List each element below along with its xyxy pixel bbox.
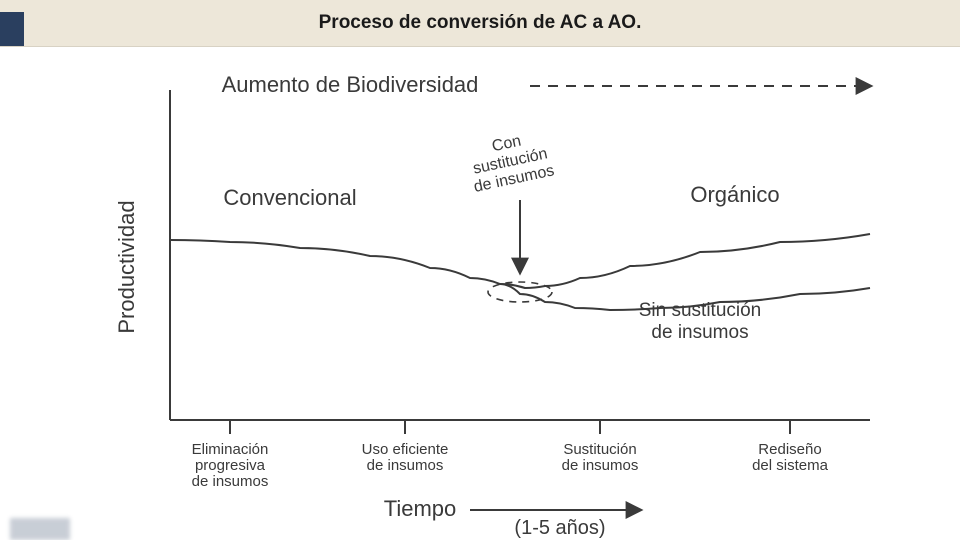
- header-band: Proceso de conversión de AC a AO.: [0, 0, 960, 47]
- sin-sustitucion-label: de insumos: [651, 322, 748, 343]
- x-tick-label: Sustitución: [563, 441, 636, 458]
- label-organico: Orgánico: [690, 182, 779, 207]
- footer-logo-smudge: [10, 518, 70, 540]
- x-tick-label: de insumos: [192, 473, 269, 490]
- x-tick-label: Rediseño: [758, 441, 821, 458]
- x-tick-label: del sistema: [752, 457, 829, 474]
- x-tick-label: progresiva: [195, 457, 266, 474]
- x-axis-label: Tiempo: [384, 496, 457, 521]
- x-tick-label: de insumos: [367, 457, 444, 474]
- conversion-diagram: Productividad Aumento de Biodiversidad Con…: [0, 50, 960, 540]
- x-tick-label: Eliminación: [192, 441, 269, 458]
- x-tick-label: de insumos: [562, 457, 639, 474]
- dip-ellipse: [488, 282, 552, 302]
- sin-sustitucion-label: Sin sustitución: [639, 300, 762, 321]
- diagram-container: Productividad Aumento de Biodiversidad Con…: [0, 50, 960, 540]
- page-title: Proceso de conversión de AC a AO.: [0, 12, 960, 34]
- label-convencional: Convencional: [223, 185, 356, 210]
- con-sustitucion-annotation: Consustituciónde insumos: [465, 127, 556, 196]
- x-axis-sublabel: (1-5 años): [514, 517, 605, 539]
- biodiversity-label: Aumento de Biodiversidad: [222, 72, 479, 97]
- x-tick-label: Uso eficiente: [362, 441, 449, 458]
- y-axis-label: Productividad: [114, 200, 139, 333]
